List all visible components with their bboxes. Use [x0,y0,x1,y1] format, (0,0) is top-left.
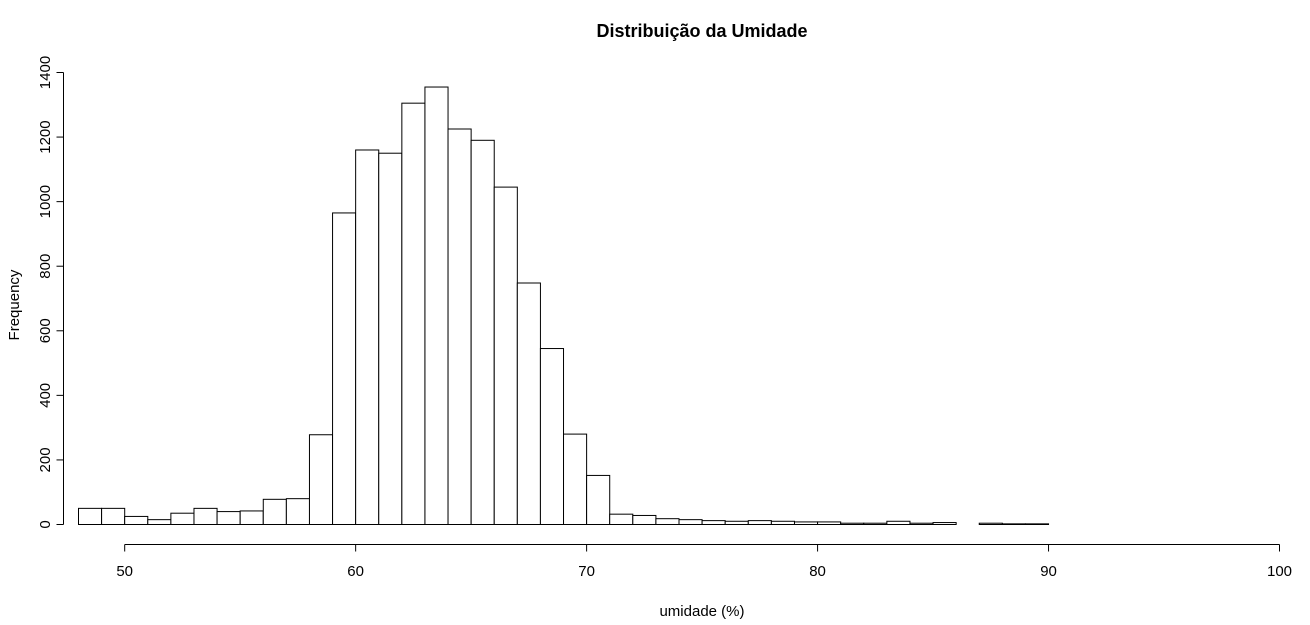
x-tick-label: 80 [809,563,826,580]
histogram-bar [285,498,310,526]
histogram-bar [840,522,865,526]
x-axis-label: umidade (%) [659,603,744,620]
x-tick-label: 90 [1040,563,1057,580]
histogram-bar [78,507,103,525]
histogram-bar [817,521,842,525]
histogram-bar [539,348,565,526]
histogram-bar [124,515,149,525]
histogram-bar [378,152,403,526]
histogram-bar [701,520,726,526]
histogram-bar [170,512,195,526]
histogram-bar [193,507,218,525]
histogram-bar [308,434,334,525]
histogram-bar [632,514,657,526]
bars-group [78,86,1050,526]
histogram-bar [932,522,957,525]
histogram-bar [909,522,934,526]
histogram-bar [470,139,495,526]
histogram-bar [493,186,518,526]
histogram-bar [447,128,472,525]
histogram-bar [655,518,680,526]
y-tick-label: 1000 [37,185,54,218]
y-axis: 0 200 400 600 800 1000 1200 1400 [37,56,64,529]
y-tick-label: 200 [37,447,54,472]
histogram-bar [609,513,634,525]
histogram-bar [332,212,357,525]
histogram-bar [886,520,911,526]
histogram-bar [724,520,749,526]
histogram-bar [239,510,264,526]
y-tick-label: 0 [37,520,54,528]
y-tick-label: 400 [37,383,54,408]
x-tick-label: 70 [578,563,595,580]
histogram-bar [793,521,819,525]
histogram-bar [863,522,888,526]
histogram-bar [401,102,426,525]
y-axis-label: Frequency [6,269,23,340]
histogram-bar [563,433,588,526]
y-tick-label: 600 [37,318,54,343]
histogram-bar [1024,523,1050,525]
histogram-bar [747,520,772,526]
histogram-bar [147,519,172,525]
histogram-bar [770,520,795,526]
y-tick-label: 800 [37,254,54,279]
histogram-bar [355,149,380,526]
histogram-bar [101,507,126,525]
chart-title: Distribuição da Umidade [596,21,807,41]
histogram-bar [516,282,541,525]
y-tick-label: 1400 [37,56,54,89]
histogram-bar [978,522,1003,526]
x-tick-label: 100 [1267,563,1292,580]
histogram-bar [262,498,287,526]
histogram-bar [586,474,611,525]
y-tick-label: 1200 [37,120,54,153]
x-tick-label: 50 [116,563,133,580]
histogram-bar [678,519,703,525]
x-axis: 50 60 70 80 90 100 [116,544,1292,580]
x-tick-label: 60 [347,563,364,580]
histogram-bar [216,511,241,525]
histogram-bar [424,86,449,525]
histogram-bar [1001,523,1026,525]
